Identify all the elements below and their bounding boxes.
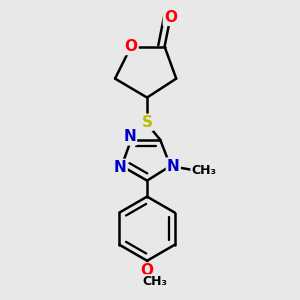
- Text: N: N: [167, 158, 180, 173]
- Text: S: S: [142, 115, 153, 130]
- Text: CH₃: CH₃: [191, 164, 216, 177]
- Text: N: N: [123, 129, 136, 144]
- Text: O: O: [164, 10, 177, 25]
- Text: N: N: [114, 160, 127, 175]
- Text: O: O: [141, 263, 154, 278]
- Text: O: O: [124, 39, 138, 54]
- Text: CH₃: CH₃: [143, 275, 168, 288]
